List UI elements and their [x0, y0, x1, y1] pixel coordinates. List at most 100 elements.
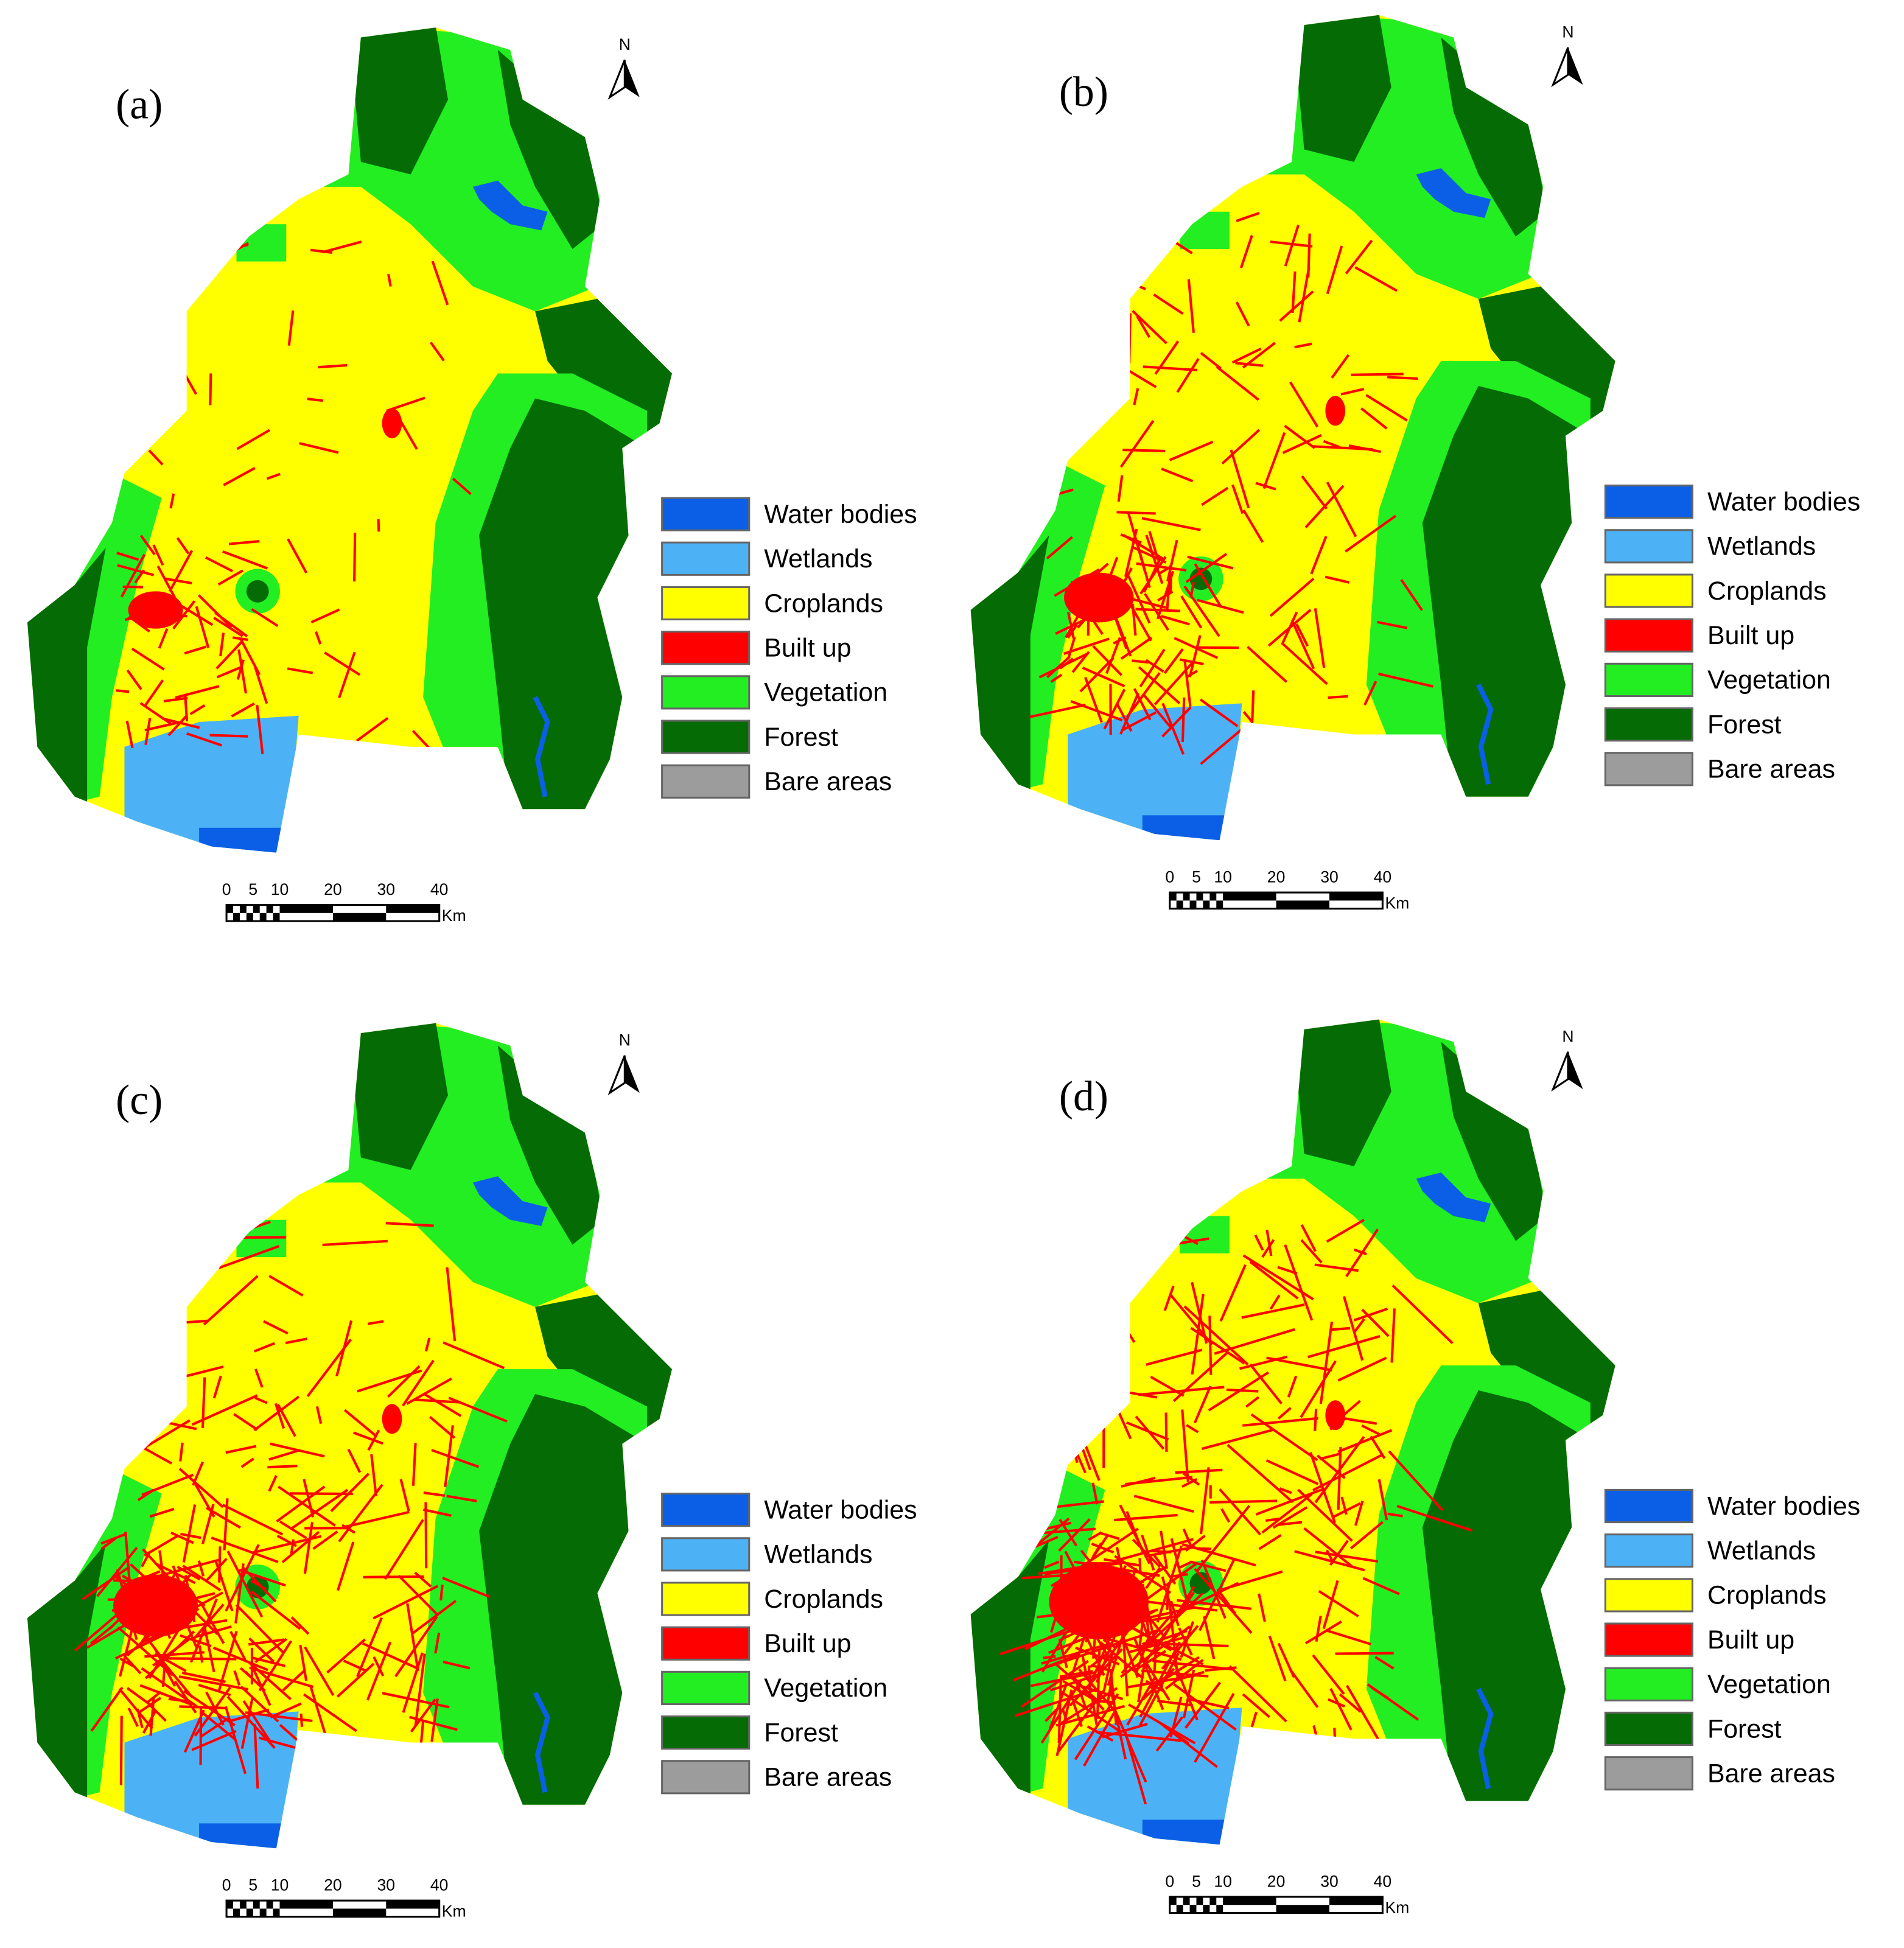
- built-up-road: [132, 1319, 169, 1323]
- built-up-road: [1353, 1318, 1365, 1333]
- built-up-road: [1265, 1230, 1273, 1256]
- built-up-road: [287, 538, 308, 574]
- built-up-road: [1138, 1386, 1225, 1396]
- built-up-road: [1175, 1468, 1223, 1474]
- built-up-road: [1057, 1675, 1063, 1743]
- scale-bar-segment: [233, 1908, 240, 1917]
- north-arrow: [1551, 1051, 1569, 1092]
- built-up-road: [1059, 1302, 1072, 1370]
- built-up-road: [251, 608, 279, 628]
- built-up-road: [335, 1320, 353, 1377]
- built-up-road: [411, 1443, 417, 1486]
- built-up-road: [1267, 609, 1312, 647]
- built-up-road: [1312, 1454, 1383, 1491]
- built-up-road: [1043, 1655, 1056, 1659]
- north-label: N: [619, 1031, 631, 1049]
- built-up-road: [290, 1488, 349, 1530]
- built-up-road: [119, 1715, 123, 1785]
- built-up-road: [1185, 553, 1228, 583]
- built-up-road: [309, 1687, 327, 1738]
- built-up-road: [216, 665, 243, 679]
- north-arrow: [1568, 1051, 1583, 1090]
- built-up-road: [1284, 424, 1316, 449]
- built-up-road: [1310, 536, 1328, 575]
- built-up-road: [242, 1700, 271, 1741]
- built-up-road: [1145, 534, 1164, 584]
- built-up-road: [158, 1558, 219, 1577]
- built-up-road: [1316, 1454, 1346, 1479]
- built-up-road: [1142, 1667, 1175, 1701]
- built-up-area: [1325, 1400, 1346, 1431]
- built-up-road: [1261, 1493, 1313, 1534]
- built-up-road: [1153, 1585, 1195, 1653]
- built-up-road: [169, 1421, 197, 1431]
- scale-bar-segment: [226, 1901, 234, 1909]
- built-up-road: [212, 1375, 222, 1399]
- panel-label: (d): [1059, 1073, 1108, 1120]
- built-up-road: [1043, 1560, 1060, 1569]
- built-up-road: [382, 1692, 450, 1709]
- built-up-road: [303, 1693, 357, 1733]
- built-up-road: [205, 556, 234, 573]
- built-up-road: [1354, 1248, 1367, 1256]
- built-up-road: [1239, 1355, 1288, 1370]
- scale-tick-label: 0: [222, 1876, 231, 1894]
- built-up-road: [1153, 660, 1195, 706]
- built-up-road: [240, 1685, 279, 1723]
- built-up-road: [125, 431, 135, 445]
- built-up-road: [352, 1431, 383, 1445]
- built-up-road: [141, 1473, 194, 1496]
- built-up-area: [1049, 1564, 1149, 1639]
- built-up-road: [167, 715, 188, 737]
- built-up-road: [235, 1603, 284, 1653]
- built-up-road: [1186, 1424, 1199, 1434]
- legend-swatch: [661, 1582, 751, 1616]
- forest-area: [246, 580, 269, 603]
- built-up-road: [219, 1245, 280, 1269]
- built-up-road: [1262, 432, 1286, 489]
- built-up-road: [191, 1729, 237, 1751]
- built-up-road: [144, 1630, 195, 1680]
- built-up-road: [1122, 449, 1166, 452]
- legend-label: Forest: [764, 723, 838, 752]
- scale-bar-segment: [279, 1901, 333, 1909]
- built-up-road: [1121, 1612, 1174, 1674]
- built-up-road: [1116, 511, 1156, 515]
- water-body: [1416, 168, 1491, 218]
- legend-swatch: [1604, 1578, 1693, 1613]
- built-up-road: [116, 552, 139, 561]
- built-up-road: [1177, 1599, 1252, 1610]
- built-up-road: [367, 1320, 384, 1325]
- built-up-road: [240, 1697, 254, 1750]
- built-up-road: [1236, 212, 1260, 222]
- built-up-road: [117, 405, 155, 439]
- built-up-road: [344, 1510, 410, 1529]
- north-label: N: [1562, 23, 1573, 41]
- built-up-road: [1354, 266, 1398, 292]
- scale-tick-label: 20: [1267, 1873, 1286, 1891]
- built-up-road: [254, 1396, 268, 1404]
- scale-tick-label: 40: [1374, 868, 1392, 886]
- forest-area: [1292, 1019, 1391, 1166]
- built-up-road: [387, 1365, 421, 1398]
- built-up-road: [168, 550, 194, 592]
- built-up-road: [1335, 1652, 1394, 1655]
- built-up-road: [178, 1675, 248, 1691]
- built-up-road: [149, 1697, 155, 1736]
- built-up-road: [1226, 1388, 1259, 1393]
- map-panel: (d) N Water bodies Wetlands Croplands Built u…: [970, 1019, 1860, 1917]
- forest-area: [27, 1543, 106, 1818]
- built-up-road: [1353, 1308, 1388, 1322]
- legend-label: Built up: [1707, 621, 1794, 650]
- built-up-road: [110, 351, 159, 361]
- legend-swatch: [1604, 752, 1693, 787]
- built-up-road: [1387, 376, 1418, 380]
- built-up-road: [229, 1631, 247, 1661]
- built-up-road: [1058, 1518, 1091, 1552]
- scale-bar-segment: [1183, 1896, 1190, 1905]
- built-up-road: [1125, 1421, 1169, 1441]
- legend-swatch: [1604, 1622, 1693, 1657]
- built-up-road: [1031, 1393, 1082, 1437]
- built-up-road: [233, 1670, 241, 1686]
- built-up-area: [128, 591, 183, 629]
